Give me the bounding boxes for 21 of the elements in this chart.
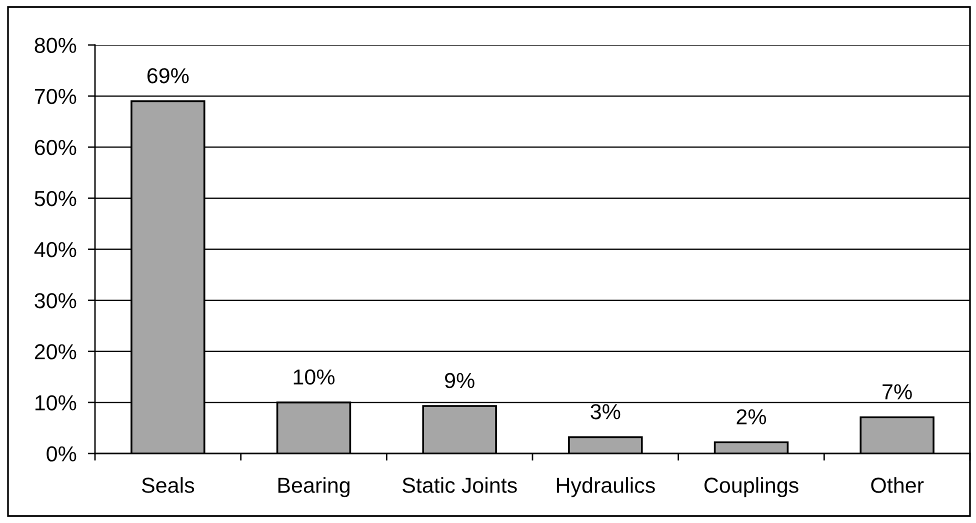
x-tick-label: Bearing: [278, 477, 350, 498]
y-tick-label: 0%: [46, 446, 76, 462]
data-label: 69%: [147, 68, 189, 84]
x-tick-label: Hydraulics: [556, 477, 655, 498]
data-label: 7%: [882, 384, 912, 400]
y-tick-label: 50%: [34, 190, 76, 206]
y-tick-label: 10%: [36, 395, 76, 410]
data-label: 9%: [445, 372, 474, 388]
x-tick-label: Static Joints: [402, 477, 517, 493]
y-tick-label: 80%: [34, 38, 76, 54]
y-tick-label: 40%: [34, 242, 76, 258]
y-tick-label: 70%: [34, 88, 76, 104]
y-tick-label: 30%: [34, 293, 76, 308]
y-tick-label: 20%: [34, 344, 76, 360]
x-tick-label: Couplings: [704, 477, 798, 498]
y-tick-label: 60%: [34, 140, 76, 156]
data-label: 10%: [294, 369, 335, 385]
x-tick-label: Seals: [142, 477, 194, 493]
data-label: 2%: [736, 409, 766, 424]
x-tick-label: Other: [871, 477, 924, 493]
data-label: 3%: [590, 404, 620, 420]
